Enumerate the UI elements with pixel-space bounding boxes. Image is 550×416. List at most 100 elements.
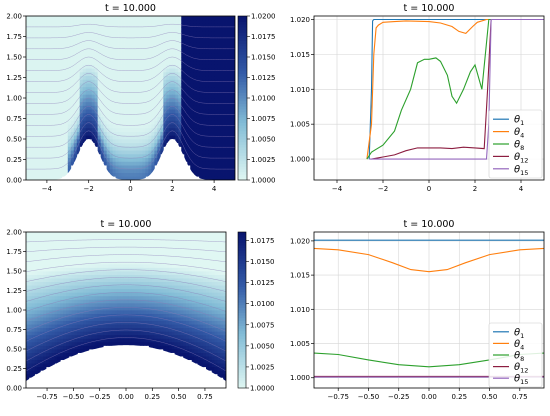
top-left-heatmap-cell: [91, 16, 96, 21]
top-left-heatmap-colorbar-cell: [238, 24, 247, 28]
bottom-left-heatmap-cell: [48, 352, 53, 357]
top-left-heatmap-cell: [145, 79, 149, 84]
top-left-heatmap-cell: [208, 116, 212, 121]
bottom-left-heatmap-cell: [157, 299, 161, 304]
top-left-heatmap-cell: [52, 27, 57, 32]
bottom-left-heatmap-cell: [94, 317, 98, 322]
bottom-left-heatmap-cell: [63, 320, 67, 325]
bottom-left-heatmap-cell: [28, 288, 33, 293]
top-left-heatmap-cell: [154, 42, 158, 47]
top-left-heatmap-cell: [64, 16, 69, 21]
top-left-heatmap-cell: [181, 116, 185, 121]
top-left-heatmap-cell: [76, 86, 81, 91]
top-left-heatmap-cell: [55, 75, 60, 80]
top-left-heatmap-cell: [49, 23, 54, 28]
top-left-heatmap-cell: [226, 34, 230, 39]
bottom-left-heatmap-cell: [111, 256, 115, 261]
bottom-left-heatmap-cell: [83, 288, 87, 293]
top-left-heatmap-cell: [211, 139, 215, 144]
top-left-heatmap-cell: [100, 64, 105, 69]
top-left-heatmap-cell: [148, 112, 152, 118]
bottom-left-heatmap-cell: [177, 278, 181, 283]
top-left-heatmap-cell: [190, 168, 194, 173]
bottom-left-heatmap-cell: [54, 246, 58, 251]
top-left-heatmap-cell: [190, 75, 194, 80]
bottom-left-heatmap-cell: [111, 288, 115, 293]
bottom-left-heatmap-cell: [171, 256, 175, 261]
bottom-left-heatmap-cell: [54, 349, 58, 353]
top-left-heatmap-cell: [34, 68, 39, 73]
top-left-heatmap-cell: [220, 42, 224, 47]
bottom-left-heatmap-cell: [94, 295, 98, 300]
bottom-left-heatmap-cell: [186, 317, 190, 322]
top-left-heatmap-cell: [55, 142, 60, 147]
top-left-heatmap-cell: [112, 157, 116, 162]
bottom-left-heatmap-cell: [108, 288, 113, 293]
top-left-heatmap-cell: [220, 127, 224, 132]
top-left-heatmap-cell: [160, 79, 164, 84]
top-left-heatmap-cell: [226, 112, 230, 118]
top-left-heatmap-cell: [118, 161, 122, 166]
bottom-left-heatmap-cell: [31, 281, 35, 286]
top-left-heatmap-cell: [112, 150, 116, 155]
top-left-heatmap-cell: [175, 60, 179, 65]
top-left-heatmap-cell: [34, 83, 39, 88]
top-left-heatmap-cell: [52, 90, 57, 95]
bottom-left-heatmap-cell: [131, 331, 135, 336]
bottom-left-heatmap-cell: [48, 249, 53, 254]
bottom-left-heatmap-cell: [143, 317, 147, 322]
top-left-heatmap-cell: [124, 94, 128, 99]
top-left-heatmap-cell: [208, 157, 212, 162]
top-left-heatmap-cell: [220, 105, 224, 110]
top-left-heatmap-cell: [178, 68, 182, 73]
bottom-left-heatmap-cell: [114, 274, 118, 279]
bottom-left-heatmap-cell: [148, 242, 153, 247]
bottom-left-heatmap-cell: [71, 334, 75, 339]
bottom-left-heatmap-cell: [140, 334, 144, 339]
bottom-left-heatmap-cell: [157, 263, 161, 268]
top-left-heatmap-cell: [163, 38, 167, 43]
top-left-heatmap-cell: [31, 131, 36, 136]
bottom-left-heatmap-cell: [177, 299, 181, 304]
top-left-heatmap-cell: [31, 57, 36, 62]
top-left-heatmap-cell: [34, 120, 39, 125]
top-left-heatmap-cell: [121, 98, 125, 103]
bottom-left-heatmap-cell: [48, 302, 53, 307]
top-left-heatmap-cell: [232, 86, 235, 91]
top-left-heatmap-cell: [55, 94, 60, 99]
top-left-heatmap-cell: [106, 98, 110, 103]
bottom-left-heatmap-cell: [108, 327, 113, 332]
bottom-left-heatmap-cell: [111, 242, 115, 247]
bottom-left-heatmap-cell: [28, 370, 33, 375]
bottom-left-heatmap-cell: [157, 292, 161, 297]
bottom-left-heatmap-cell: [26, 352, 30, 357]
top-left-heatmap-cell: [232, 19, 235, 24]
top-left-heatmap-cell: [178, 83, 182, 88]
top-left-heatmap-cell: [169, 64, 173, 69]
top-left-heatmap-cell: [190, 131, 194, 136]
top-left-heatmap-cell: [148, 146, 152, 151]
top-left-heatmap-cell: [58, 34, 63, 39]
bottom-left-heatmap-cell: [106, 302, 110, 307]
top-left-heatmap-cell: [148, 153, 152, 159]
top-left-heatmap-cell: [172, 71, 176, 77]
bottom-left-heatmap-cell: [166, 235, 170, 240]
top-left-heatmap-cell: [43, 60, 48, 65]
top-left-heatmap-cell: [76, 131, 81, 136]
top-left-heatmap-cell: [226, 45, 230, 50]
bottom-left-heatmap-cell: [86, 271, 90, 275]
bottom-left-heatmap-cell: [34, 349, 38, 353]
top-left-heatmap-cell: [223, 172, 227, 177]
bottom-left-heatmap-cell: [154, 232, 158, 236]
top-left-heatmap-cell: [211, 116, 215, 121]
bottom-left-heatmap-cell: [54, 260, 58, 265]
top-left-heatmap-cell: [151, 135, 155, 140]
top-left-heatmap-cell: [43, 34, 48, 39]
bottom-left-heatmap-cell: [34, 278, 38, 283]
top-left-heatmap-cell: [85, 83, 90, 88]
top-left-heatmap-cell: [112, 60, 116, 65]
bottom-left-heatmap-cell: [26, 356, 30, 361]
bottom-left-heatmap-cell: [40, 285, 44, 290]
top-left-heatmap-cell: [148, 135, 152, 140]
top-left-heatmap-cell: [82, 83, 87, 88]
